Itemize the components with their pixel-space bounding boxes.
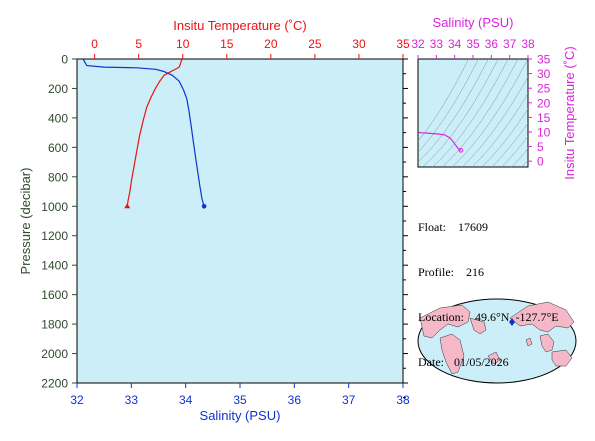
bottom-axis-title: Salinity (PSU) — [200, 408, 281, 423]
profile-label: Profile: — [418, 265, 454, 279]
left-axis-title: Pressure (decibar) — [18, 168, 33, 275]
pressure-tick-label: 2200 — [41, 377, 68, 391]
temperature-profile-line — [126, 59, 183, 207]
float-info: Float: 17609 Profile: 216 Location: 49.6°N … — [418, 190, 559, 385]
ts-salinity-tick-label: 32 — [411, 37, 425, 51]
location-map — [417, 298, 577, 384]
pressure-tick-label: 1200 — [41, 229, 68, 243]
density-contour — [461, 76, 528, 167]
pressure-axis: 0 200 400 600 800 1000 1200 1400 1600 1800 2000 220… — [41, 53, 77, 391]
ts-salinity-tick-label: 36 — [485, 37, 499, 51]
temperature-tick-label: 5 — [135, 37, 142, 51]
temperature-tick-label: 20 — [264, 37, 278, 51]
salinity-end-marker — [201, 203, 207, 209]
pressure-tick-label: 600 — [48, 141, 68, 155]
temperature-end-marker — [124, 203, 131, 209]
pressure-tick-label: 1000 — [41, 200, 68, 214]
density-contour — [491, 122, 528, 167]
profile-value: 216 — [466, 265, 484, 279]
float-label: Float: — [418, 220, 447, 234]
ts-salinity-tick-label: 34 — [448, 37, 462, 51]
ts-curve — [418, 131, 464, 153]
salinity-tick-label: 37 — [342, 393, 356, 407]
temperature-tick-label: 0 — [91, 37, 98, 51]
ts-diagram-background — [417, 58, 529, 168]
density-contour — [432, 59, 509, 167]
date-value: 01/05/2026 — [454, 355, 509, 369]
pressure-tick-label: 1800 — [41, 318, 68, 332]
pressure-tick-label: 1600 — [41, 288, 68, 302]
ts-ylabel: Insitu Temperature (˚C) — [562, 46, 577, 179]
salinity-profile-line — [82, 59, 205, 207]
temperature-tick-label: 30 — [352, 37, 366, 51]
density-contour — [471, 93, 528, 167]
ts-temperature-tick-label: 35 — [537, 53, 551, 67]
profile-plot-background — [76, 58, 404, 384]
float-value: 17609 — [458, 220, 488, 234]
date-row: Date: 01/05/2026 — [418, 355, 559, 370]
ts-salinity-tick-label: 38 — [521, 37, 535, 51]
salinity-tick-label: 32 — [70, 393, 84, 407]
salinity-tick-label: 35 — [233, 393, 247, 407]
temperature-tick-label: 10 — [176, 37, 190, 51]
salinity-tick-label: 33 — [125, 393, 139, 407]
pressure-tick-label: 0 — [61, 53, 68, 67]
pressure-tick-label: 800 — [48, 170, 68, 184]
ts-salinity-tick-label: 35 — [466, 37, 480, 51]
profile-row: Profile: 216 — [418, 265, 559, 280]
density-contours — [418, 59, 528, 167]
ts-temperature-tick-label: 5 — [537, 140, 544, 154]
density-contour — [418, 59, 489, 163]
ts-end-marker — [458, 148, 464, 153]
density-contour — [451, 59, 528, 167]
date-label: Date: — [418, 355, 444, 369]
salinity-axis: 32 33 34 35 36 37 38 — [70, 383, 410, 407]
ts-temperature-tick-label: 10 — [537, 125, 551, 139]
salinity-tick-label: 34 — [179, 393, 193, 407]
map-land — [419, 301, 575, 375]
pressure-tick-label: 400 — [48, 111, 68, 125]
ts-salinity-tick-label: 33 — [430, 37, 444, 51]
pressure-tick-label: 2000 — [41, 347, 68, 361]
location-label: Location: — [418, 310, 464, 324]
ts-temperature-tick-label: 20 — [537, 96, 551, 110]
density-contour — [442, 59, 519, 167]
ts-salinity-tick-label: 37 — [503, 37, 517, 51]
temperature-axis: 0 5 10 15 20 25 30 35 — [91, 37, 410, 59]
density-contour — [418, 59, 479, 153]
temperature-tick-label: 15 — [220, 37, 234, 51]
pressure-tick-label: 200 — [48, 82, 68, 96]
temperature-tick-label: 25 — [308, 37, 322, 51]
salinity-tick-label: 38 — [396, 393, 410, 407]
profile-plot: 0200400600800100012001400160018002000220… — [18, 18, 410, 423]
ts-temperature-tick-label: 0 — [537, 155, 544, 169]
density-contour — [422, 59, 499, 167]
ts-temperature-tick-label: 15 — [537, 111, 551, 125]
location-value: 49.6°N -127.7°E — [475, 310, 559, 324]
pressure-tick-label: 1400 — [41, 259, 68, 273]
location-row: Location: 49.6°N -127.7°E — [418, 310, 559, 325]
density-contour — [481, 108, 528, 167]
ts-salinity-axis: 32 33 34 35 36 37 38 — [411, 37, 535, 59]
right-axis — [403, 58, 408, 399]
location-marker — [509, 318, 515, 326]
float-row: Float: 17609 — [418, 220, 559, 235]
top-axis-title: Insitu Temperature (˚C) — [173, 18, 306, 33]
profile-series — [82, 59, 207, 209]
ts-temperature-tick-label: 25 — [537, 82, 551, 96]
temperature-tick-label: 35 — [396, 37, 410, 51]
ts-title: Salinity (PSU) — [433, 15, 514, 30]
density-contour — [511, 148, 528, 167]
ts-temperature-tick-label: 30 — [537, 67, 551, 81]
density-contour — [501, 135, 528, 167]
salinity-tick-label: 36 — [288, 393, 302, 407]
density-contour — [418, 59, 469, 142]
ts-line — [418, 131, 462, 151]
